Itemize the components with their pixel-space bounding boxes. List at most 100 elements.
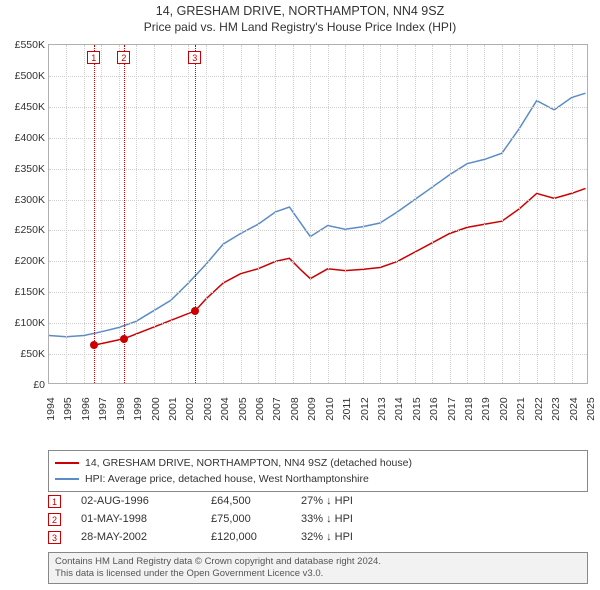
- x-tick-label: 1997: [97, 389, 109, 429]
- event-date: 02-AUG-1996: [81, 495, 191, 507]
- x-gridline: [293, 45, 294, 383]
- x-tick-label: 2005: [237, 389, 249, 429]
- legend-swatch-property: [55, 462, 79, 464]
- sale-marker-box: 3: [188, 51, 201, 64]
- x-gridline: [380, 45, 381, 383]
- event-row: 102-AUG-1996£64,50027% ↓ HPI: [48, 492, 588, 510]
- x-gridline: [484, 45, 485, 383]
- event-price: £120,000: [211, 531, 281, 543]
- chart-title-sub: Price paid vs. HM Land Registry's House …: [0, 20, 600, 34]
- y-gridline: [49, 230, 587, 231]
- y-tick-label: £150K: [1, 286, 45, 298]
- y-gridline: [49, 138, 587, 139]
- x-tick-label: 2018: [463, 389, 475, 429]
- y-tick-label: £200K: [1, 255, 45, 267]
- x-gridline: [397, 45, 398, 383]
- event-delta: 32% ↓ HPI: [301, 531, 353, 543]
- event-date: 01-MAY-1998: [81, 513, 191, 525]
- x-tick-label: 2000: [150, 389, 162, 429]
- x-tick-label: 1994: [45, 389, 57, 429]
- x-tick-label: 2025: [585, 389, 597, 429]
- x-gridline: [258, 45, 259, 383]
- page: 14, GRESHAM DRIVE, NORTHAMPTON, NN4 9SZ …: [0, 0, 600, 590]
- event-price: £75,000: [211, 513, 281, 525]
- y-tick-label: £550K: [1, 39, 45, 51]
- x-gridline: [519, 45, 520, 383]
- x-tick-label: 2007: [271, 389, 283, 429]
- y-tick-label: £300K: [1, 194, 45, 206]
- x-gridline: [328, 45, 329, 383]
- y-tick-label: £250K: [1, 224, 45, 236]
- y-tick-label: £400K: [1, 132, 45, 144]
- x-tick-label: 2024: [568, 389, 580, 429]
- x-gridline: [84, 45, 85, 383]
- x-gridline: [537, 45, 538, 383]
- x-gridline: [572, 45, 573, 383]
- series-line-property: [94, 188, 585, 345]
- chart-title-address: 14, GRESHAM DRIVE, NORTHAMPTON, NN4 9SZ: [0, 4, 600, 18]
- sale-marker-dot: [191, 307, 199, 315]
- y-tick-label: £500K: [1, 70, 45, 82]
- y-gridline: [49, 261, 587, 262]
- x-tick-label: 2004: [219, 389, 231, 429]
- x-tick-label: 2010: [324, 389, 336, 429]
- footer-attribution: Contains HM Land Registry data © Crown c…: [48, 552, 588, 584]
- x-gridline: [154, 45, 155, 383]
- x-tick-label: 2008: [289, 389, 301, 429]
- event-marker-box: 3: [48, 531, 61, 544]
- y-gridline: [49, 354, 587, 355]
- sale-marker-line: [124, 45, 125, 383]
- x-tick-label: 2012: [359, 389, 371, 429]
- x-gridline: [241, 45, 242, 383]
- legend: 14, GRESHAM DRIVE, NORTHAMPTON, NN4 9SZ …: [48, 450, 588, 492]
- x-gridline: [432, 45, 433, 383]
- y-tick-label: £50K: [1, 348, 45, 360]
- legend-label-property: 14, GRESHAM DRIVE, NORTHAMPTON, NN4 9SZ …: [85, 457, 412, 469]
- x-gridline: [415, 45, 416, 383]
- x-tick-label: 1999: [132, 389, 144, 429]
- x-tick-label: 2013: [376, 389, 388, 429]
- x-tick-label: 2009: [306, 389, 318, 429]
- x-gridline: [554, 45, 555, 383]
- footer-line1: Contains HM Land Registry data © Crown c…: [55, 556, 581, 568]
- legend-label-hpi: HPI: Average price, detached house, West…: [85, 473, 369, 485]
- sale-marker-line: [94, 45, 95, 383]
- x-tick-label: 2001: [167, 389, 179, 429]
- x-gridline: [136, 45, 137, 383]
- y-gridline: [49, 323, 587, 324]
- x-gridline: [66, 45, 67, 383]
- series-line-hpi: [49, 93, 586, 337]
- x-tick-label: 2006: [254, 389, 266, 429]
- x-gridline: [275, 45, 276, 383]
- y-gridline: [49, 169, 587, 170]
- sale-marker-box: 2: [117, 51, 130, 64]
- x-gridline: [345, 45, 346, 383]
- event-marker-box: 2: [48, 513, 61, 526]
- x-tick-label: 2002: [184, 389, 196, 429]
- x-gridline: [206, 45, 207, 383]
- x-tick-label: 2016: [428, 389, 440, 429]
- sale-marker-dot: [90, 341, 98, 349]
- x-gridline: [223, 45, 224, 383]
- event-marker-box: 1: [48, 495, 61, 508]
- legend-item-hpi: HPI: Average price, detached house, West…: [55, 471, 581, 487]
- x-gridline: [171, 45, 172, 383]
- legend-swatch-hpi: [55, 478, 79, 480]
- x-tick-label: 2011: [341, 389, 353, 429]
- x-tick-label: 2019: [480, 389, 492, 429]
- y-gridline: [49, 200, 587, 201]
- y-tick-label: £0: [1, 379, 45, 391]
- footer-line2: This data is licensed under the Open Gov…: [55, 568, 581, 580]
- x-tick-label: 2017: [446, 389, 458, 429]
- event-delta: 33% ↓ HPI: [301, 513, 353, 525]
- x-gridline: [101, 45, 102, 383]
- x-gridline: [467, 45, 468, 383]
- x-tick-label: 2015: [411, 389, 423, 429]
- chart-titles: 14, GRESHAM DRIVE, NORTHAMPTON, NN4 9SZ …: [0, 0, 600, 34]
- event-delta: 27% ↓ HPI: [301, 495, 353, 507]
- y-tick-label: £350K: [1, 163, 45, 175]
- sale-marker-dot: [120, 335, 128, 343]
- y-tick-label: £100K: [1, 317, 45, 329]
- x-tick-label: 2022: [533, 389, 545, 429]
- x-tick-label: 1995: [62, 389, 74, 429]
